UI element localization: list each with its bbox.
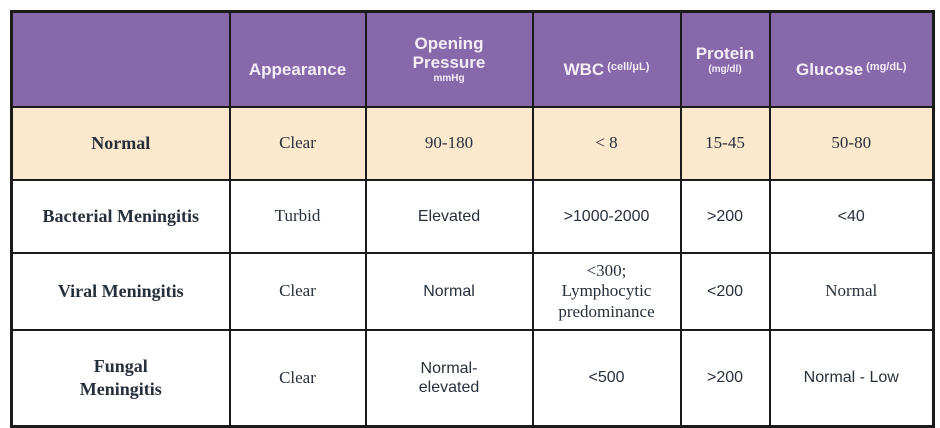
cell-bacterial-protein: >200: [679, 179, 771, 255]
row-label-normal: Normal: [10, 106, 231, 182]
cell-normal-appearance: Clear: [228, 106, 367, 182]
header-appearance-title: Appearance: [248, 59, 347, 79]
cell-fungal-opening-pressure: Normal- elevated: [364, 329, 534, 428]
header-corner-cell: [10, 10, 231, 109]
row-label-fungal-meningitis: Fungal Meningitis: [10, 329, 231, 428]
header-protein-title: Protein: [695, 43, 755, 63]
cell-viral-opening-pressure: Normal: [364, 252, 534, 332]
cell-bacterial-appearance: Turbid: [228, 179, 367, 255]
page: Appearance Opening Pressure mmHg WBC (cel…: [10, 10, 935, 428]
header-wbc-title: WBC: [563, 59, 605, 79]
csf-meningitis-table: Appearance Opening Pressure mmHg WBC (cel…: [10, 10, 935, 428]
cell-bacterial-opening-pressure: Elevated: [364, 179, 534, 255]
header-glucose-unit: (mg/dL): [866, 60, 907, 73]
cell-fungal-wbc: <500: [531, 329, 682, 428]
table-header-row: Appearance Opening Pressure mmHg WBC (cel…: [10, 10, 935, 109]
cell-normal-opening-pressure: 90-180: [364, 106, 534, 182]
cell-bacterial-wbc: >1000-2000: [531, 179, 682, 255]
cell-viral-protein: <200: [679, 252, 771, 332]
header-wbc: WBC (cell/μL): [531, 10, 682, 109]
cell-normal-protein: 15-45: [679, 106, 771, 182]
cell-fungal-protein: >200: [679, 329, 771, 428]
header-opening-pressure-title: Opening Pressure: [412, 34, 486, 73]
cell-viral-appearance: Clear: [228, 252, 367, 332]
row-label-bacterial-meningitis: Bacterial Meningitis: [10, 179, 231, 255]
header-glucose: Glucose (mg/dL): [768, 10, 935, 109]
header-opening-pressure-unit: mmHg: [433, 73, 465, 85]
header-glucose-title: Glucose: [796, 59, 864, 79]
table-row-normal: Normal Clear 90-180 < 8 15-45 50-80: [10, 106, 935, 182]
table-row-bacterial: Bacterial Meningitis Turbid Elevated >10…: [10, 179, 935, 255]
header-wbc-unit: (cell/μL): [607, 60, 650, 73]
header-opening-pressure: Opening Pressure mmHg: [364, 10, 534, 109]
header-appearance: Appearance: [228, 10, 367, 109]
cell-viral-wbc: <300; Lymphocytic predominance: [531, 252, 682, 332]
row-label-viral-meningitis: Viral Meningitis: [10, 252, 231, 332]
cell-fungal-glucose: Normal - Low: [768, 329, 935, 428]
cell-viral-glucose: Normal: [768, 252, 935, 332]
cell-fungal-appearance: Clear: [228, 329, 367, 428]
cell-bacterial-glucose: <40: [768, 179, 935, 255]
header-protein-unit: (mg/dl): [708, 63, 742, 75]
cell-normal-glucose: 50-80: [768, 106, 935, 182]
table-row-fungal: Fungal Meningitis Clear Normal- elevated…: [10, 329, 935, 428]
cell-normal-wbc: < 8: [531, 106, 682, 182]
table-row-viral: Viral Meningitis Clear Normal <300; Lymp…: [10, 252, 935, 332]
header-protein: Protein (mg/dl): [679, 10, 771, 109]
